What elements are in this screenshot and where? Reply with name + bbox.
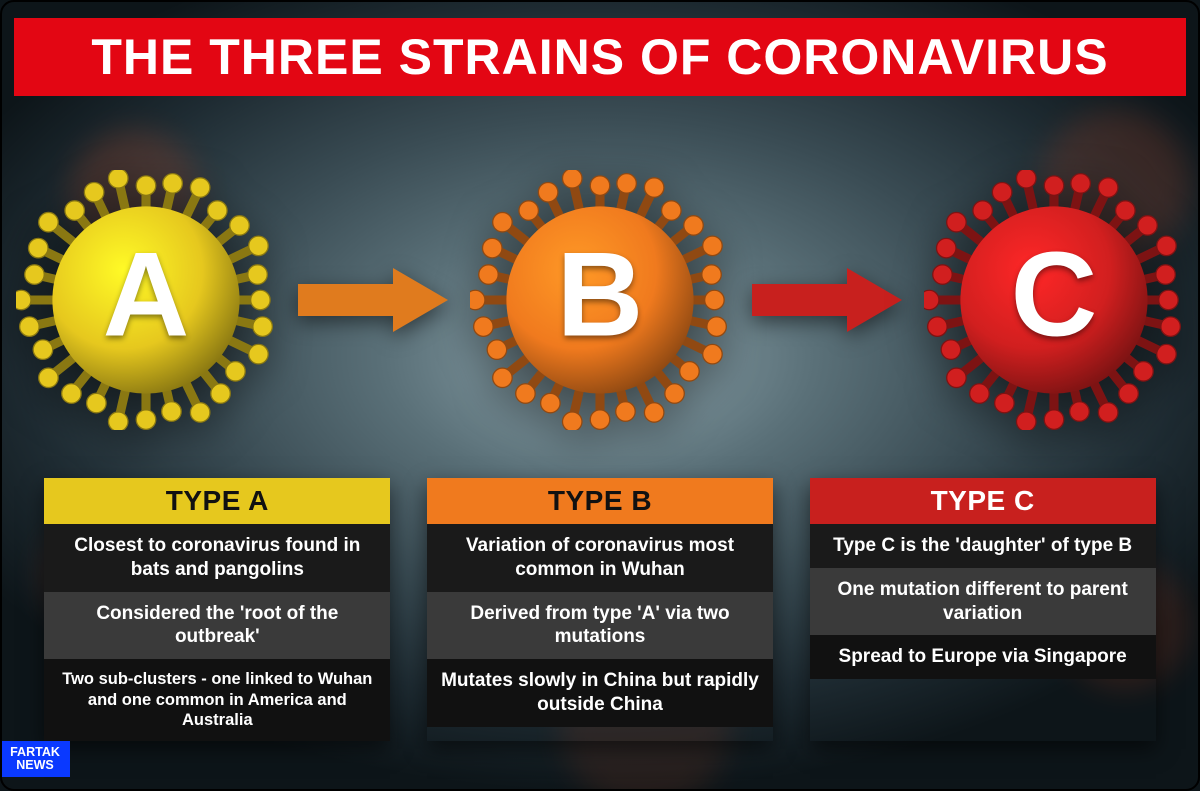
virus-label-b: B [557,225,644,363]
card-row: Variation of coronavirus most common in … [427,524,773,592]
title-text: THE THREE STRAINS OF CORONAVIRUS [91,28,1108,86]
card-header: TYPE A [44,478,390,524]
cards-row: TYPE A Closest to coronavirus found in b… [0,478,1200,741]
card-header: TYPE B [427,478,773,524]
card-type-b: TYPE B Variation of coronavirus most com… [427,478,773,741]
card-type-a: TYPE A Closest to coronavirus found in b… [44,478,390,741]
card-row: Derived from type 'A' via two mutations [427,592,773,660]
card-row: Mutates slowly in China but rapidly outs… [427,659,773,727]
card-row: Two sub-clusters - one linked to Wuhan a… [44,659,390,741]
card-row: Spread to Europe via Singapore [810,635,1156,679]
virus-label-a: A [103,225,190,363]
card-header: TYPE C [810,478,1156,524]
card-row: Considered the 'root of the outbreak' [44,592,390,660]
strains-row: A B C [0,140,1200,460]
virus-b: B [460,160,740,440]
card-row: Closest to coronavirus found in bats and… [44,524,390,592]
virus-a: A [6,160,286,440]
arrow-b-to-c [752,268,902,332]
title-bar: THE THREE STRAINS OF CORONAVIRUS [14,18,1186,96]
card-type-c: TYPE C Type C is the 'daughter' of type … [810,478,1156,741]
source-badge: FARTAKNEWS [0,741,70,777]
card-row: Type C is the 'daughter' of type B [810,524,1156,568]
virus-c: C [914,160,1194,440]
virus-label-c: C [1011,225,1098,363]
card-row: One mutation different to parent variati… [810,568,1156,636]
arrow-a-to-b [298,268,448,332]
badge-text: FARTAKNEWS [10,746,60,772]
